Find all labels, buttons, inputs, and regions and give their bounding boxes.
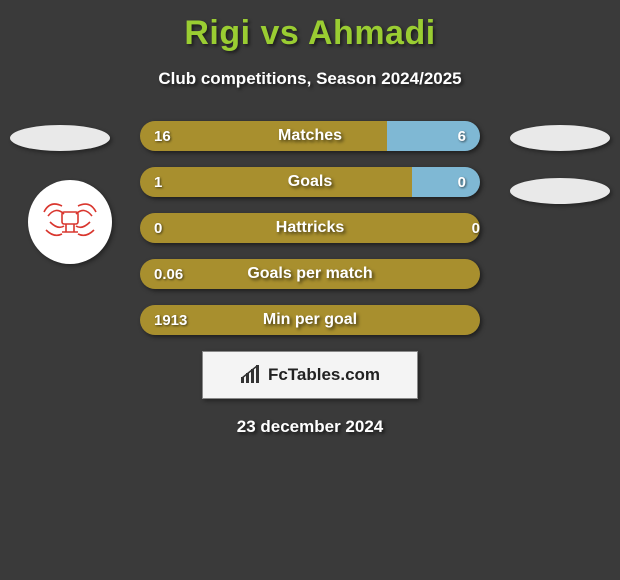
stat-left-value: 1 [140, 167, 412, 197]
stat-row: 00Hattricks [0, 213, 620, 243]
stat-right-value: 0 [412, 167, 480, 197]
stat-left-value: 1913 [140, 305, 480, 335]
stat-left-value: 0.06 [140, 259, 480, 289]
stat-left-value: 0 [140, 213, 480, 243]
page-title: Rigi vs Ahmadi [0, 0, 620, 53]
stat-right-value: 6 [387, 121, 480, 151]
watermark-text: FcTables.com [268, 365, 380, 385]
stats-area: 166Matches 10Goals 00Hattricks 0.06Goals pe… [0, 121, 620, 335]
stat-bar: 00Hattricks [140, 213, 480, 243]
stat-left-value: 16 [140, 121, 387, 151]
stat-row: 166Matches [0, 121, 620, 151]
stat-row: 1913Min per goal [0, 305, 620, 335]
watermark: FcTables.com [202, 351, 418, 399]
bar-chart-icon [240, 365, 262, 385]
stat-bar: 166Matches [140, 121, 480, 151]
stat-bar: 0.06Goals per match [140, 259, 480, 289]
footer-date: 23 december 2024 [0, 417, 620, 437]
page-subtitle: Club competitions, Season 2024/2025 [0, 69, 620, 89]
stat-bar: 1913Min per goal [140, 305, 480, 335]
stat-row: 0.06Goals per match [0, 259, 620, 289]
stat-bar: 10Goals [140, 167, 480, 197]
stat-row: 10Goals [0, 167, 620, 197]
